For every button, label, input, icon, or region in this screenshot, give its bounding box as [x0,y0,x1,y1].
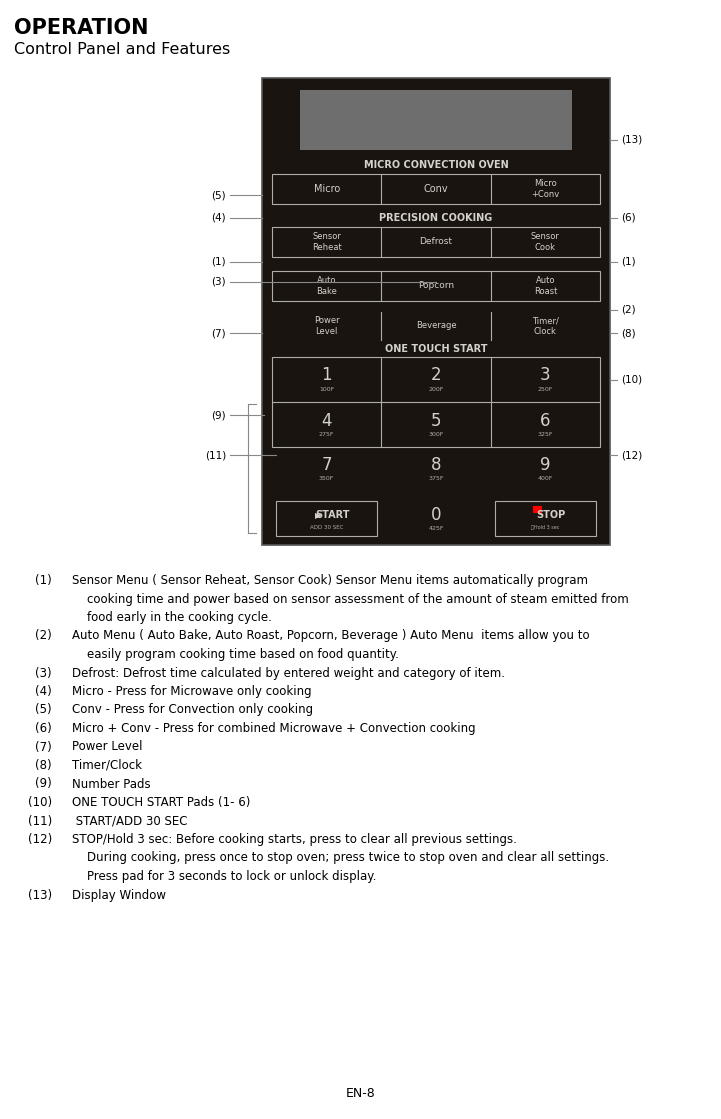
Text: Micro - Press for Microwave only cooking: Micro - Press for Microwave only cooking [72,685,311,698]
Text: ONE TOUCH START Pads (1- 6): ONE TOUCH START Pads (1- 6) [72,796,250,809]
Text: (2): (2) [35,630,52,642]
Text: Micro + Conv - Press for combined Microwave + Convection cooking: Micro + Conv - Press for combined Microw… [72,722,476,735]
Text: Auto
Roast: Auto Roast [534,276,557,295]
Text: 8: 8 [430,457,441,474]
Text: ONE TOUCH START: ONE TOUCH START [385,344,487,354]
Text: (11): (11) [27,815,52,827]
Text: Sensor Menu ( Sensor Reheat, Sensor Cook) Sensor Menu items automatically progra: Sensor Menu ( Sensor Reheat, Sensor Cook… [72,574,588,587]
Text: (13): (13) [621,135,642,145]
Text: (9): (9) [35,778,52,790]
Text: Micro: Micro [314,184,340,194]
Text: 200F: 200F [428,387,443,392]
Text: Auto
Bake: Auto Bake [317,276,337,295]
Text: Conv - Press for Convection only cooking: Conv - Press for Convection only cooking [72,704,313,716]
Text: (4): (4) [211,213,226,223]
Text: Auto Menu ( Auto Bake, Auto Roast, Popcorn, Beverage ) Auto Menu  items allow yo: Auto Menu ( Auto Bake, Auto Roast, Popco… [72,630,590,642]
Text: 275F: 275F [319,432,335,438]
Text: START: START [315,510,350,520]
Text: ▶: ▶ [315,511,322,520]
Text: Micro
+Conv: Micro +Conv [531,179,559,199]
Text: (12): (12) [27,833,52,846]
Text: (7): (7) [35,741,52,753]
Text: 375F: 375F [428,477,443,481]
Text: (3): (3) [35,667,52,679]
FancyBboxPatch shape [262,78,610,545]
Text: (5): (5) [35,704,52,716]
Text: Power
Level: Power Level [314,317,340,336]
Text: (1): (1) [211,257,226,267]
Text: Number Pads: Number Pads [72,778,151,790]
Text: 9: 9 [540,457,551,474]
Text: easily program cooking time based on food quantity.: easily program cooking time based on foo… [72,648,399,661]
Text: 400F: 400F [538,477,553,481]
Text: 4: 4 [322,412,332,430]
Text: 100F: 100F [319,387,335,392]
Text: (8): (8) [621,328,636,338]
Text: ADD 30 SEC: ADD 30 SEC [310,525,343,530]
Text: (6): (6) [621,213,636,223]
Text: food early in the cooking cycle.: food early in the cooking cycle. [72,611,272,624]
Text: Sensor
Reheat: Sensor Reheat [311,233,342,252]
Text: Defrost: Defrost time calculated by entered weight and category of item.: Defrost: Defrost time calculated by ente… [72,667,505,679]
Text: (2): (2) [621,305,636,316]
Text: 6: 6 [540,412,551,430]
Text: Sensor
Cook: Sensor Cook [531,233,559,252]
Text: Beverage: Beverage [416,321,456,330]
Text: STOP/Hold 3 sec: Before cooking starts, press to clear all previous settings.: STOP/Hold 3 sec: Before cooking starts, … [72,833,517,846]
Text: (8): (8) [35,759,52,772]
Text: Display Window: Display Window [72,888,166,902]
Text: MICRO CONVECTION OVEN: MICRO CONVECTION OVEN [363,160,508,170]
Text: 350F: 350F [319,477,335,481]
Text: Popcorn: Popcorn [418,282,454,291]
FancyBboxPatch shape [534,506,542,513]
Text: (11): (11) [205,450,226,460]
Text: (7): (7) [211,328,226,338]
Text: PRECISION COOKING: PRECISION COOKING [379,213,492,223]
Text: 5: 5 [430,412,441,430]
Text: During cooking, press once to stop oven; press twice to stop oven and clear all : During cooking, press once to stop oven;… [72,852,609,865]
Text: OPERATION: OPERATION [14,18,149,38]
Text: 7: 7 [322,457,332,474]
Text: 1: 1 [322,367,332,385]
Text: (5): (5) [211,190,226,200]
Text: Timer/
Clock: Timer/ Clock [532,317,559,336]
Text: 300F: 300F [428,432,443,438]
Text: (3): (3) [211,278,226,286]
Text: EN-8: EN-8 [345,1087,376,1100]
Text: START/ADD 30 SEC: START/ADD 30 SEC [72,815,187,827]
Text: (4): (4) [35,685,52,698]
Text: (6): (6) [35,722,52,735]
Text: (10): (10) [28,796,52,809]
Text: (13): (13) [28,888,52,902]
Text: Conv: Conv [424,184,448,194]
Text: STOP: STOP [536,510,566,520]
Text: (1): (1) [35,574,52,587]
Text: (9): (9) [211,410,226,420]
Text: 🔒Hold 3 sec: 🔒Hold 3 sec [531,525,559,530]
Text: 425F: 425F [428,526,443,532]
Text: cooking time and power based on sensor assessment of the amount of steam emitted: cooking time and power based on sensor a… [72,592,629,605]
Text: Press pad for 3 seconds to lock or unlock display.: Press pad for 3 seconds to lock or unloc… [72,869,376,883]
Text: 250F: 250F [538,387,553,392]
Text: 0: 0 [430,506,441,524]
Text: Control Panel and Features: Control Panel and Features [14,43,230,57]
Text: Defrost: Defrost [420,237,453,246]
Text: (10): (10) [621,375,642,385]
Text: (1): (1) [621,257,636,267]
FancyBboxPatch shape [300,90,572,150]
Text: 325F: 325F [538,432,553,438]
Text: Power Level: Power Level [72,741,143,753]
Text: 3: 3 [540,367,551,385]
Text: (12): (12) [621,450,642,460]
Text: Timer/Clock: Timer/Clock [72,759,142,772]
Text: 2: 2 [430,367,441,385]
